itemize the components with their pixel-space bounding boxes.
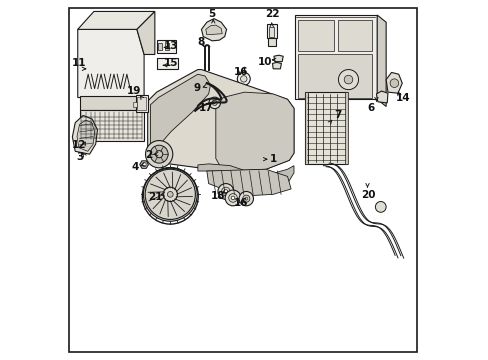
Bar <box>266 24 276 39</box>
Circle shape <box>167 192 173 197</box>
Polygon shape <box>215 92 293 171</box>
Polygon shape <box>78 30 144 98</box>
Polygon shape <box>150 74 210 146</box>
Text: 3: 3 <box>76 152 83 162</box>
Circle shape <box>142 162 146 167</box>
Bar <box>304 92 308 164</box>
Circle shape <box>224 190 241 206</box>
Polygon shape <box>147 69 293 171</box>
Text: 17: 17 <box>198 103 213 113</box>
Bar <box>137 97 146 111</box>
Text: 14: 14 <box>395 93 409 103</box>
Polygon shape <box>80 110 144 140</box>
Polygon shape <box>205 25 222 35</box>
Text: 16: 16 <box>233 67 247 77</box>
Text: 5: 5 <box>208 9 215 19</box>
Bar <box>156 58 178 69</box>
Circle shape <box>344 75 352 84</box>
Text: 18: 18 <box>210 191 225 201</box>
Bar <box>298 21 333 51</box>
Polygon shape <box>376 15 386 107</box>
Bar <box>156 40 176 53</box>
Polygon shape <box>72 116 97 154</box>
Circle shape <box>150 145 168 163</box>
Bar <box>158 43 162 50</box>
Bar <box>344 92 348 164</box>
Bar <box>133 102 137 107</box>
Circle shape <box>338 69 358 90</box>
Bar <box>267 39 276 45</box>
Polygon shape <box>206 169 290 196</box>
Circle shape <box>389 79 398 87</box>
Text: 7: 7 <box>333 111 341 121</box>
Bar <box>298 54 371 98</box>
Circle shape <box>221 187 230 196</box>
Text: 19: 19 <box>126 86 141 96</box>
Text: 6: 6 <box>366 103 374 113</box>
Bar <box>136 95 148 112</box>
Polygon shape <box>140 161 148 168</box>
Text: 10: 10 <box>258 57 272 67</box>
Text: 2: 2 <box>144 150 152 160</box>
Circle shape <box>208 97 220 109</box>
Text: 22: 22 <box>264 9 279 19</box>
Polygon shape <box>376 91 387 103</box>
Circle shape <box>239 192 253 206</box>
Text: 15: 15 <box>163 58 178 68</box>
Circle shape <box>224 190 227 193</box>
Bar <box>268 27 274 37</box>
Bar <box>305 92 346 164</box>
Polygon shape <box>78 12 155 30</box>
Text: 13: 13 <box>163 41 178 50</box>
Polygon shape <box>77 120 94 151</box>
Circle shape <box>145 140 172 168</box>
Bar <box>80 96 144 110</box>
Bar <box>164 43 169 50</box>
Polygon shape <box>272 62 281 69</box>
Circle shape <box>155 150 163 158</box>
Bar <box>337 21 371 51</box>
Text: 8: 8 <box>197 37 204 46</box>
Circle shape <box>240 76 246 82</box>
Circle shape <box>143 167 197 221</box>
Text: 16: 16 <box>233 198 247 208</box>
Polygon shape <box>201 19 226 41</box>
Text: 20: 20 <box>360 190 375 200</box>
Polygon shape <box>137 12 155 54</box>
Circle shape <box>228 194 237 202</box>
Text: 9: 9 <box>193 83 200 93</box>
Polygon shape <box>386 72 402 93</box>
Circle shape <box>242 195 249 202</box>
Circle shape <box>237 72 250 85</box>
Circle shape <box>218 184 233 199</box>
Circle shape <box>375 202 386 212</box>
Text: 21: 21 <box>148 192 163 202</box>
Polygon shape <box>294 15 376 99</box>
Polygon shape <box>198 164 293 187</box>
Text: 11: 11 <box>72 58 86 68</box>
Text: 4: 4 <box>132 162 139 172</box>
Circle shape <box>212 100 217 105</box>
Circle shape <box>163 187 177 202</box>
Polygon shape <box>273 55 283 62</box>
Circle shape <box>231 196 234 200</box>
Text: 1: 1 <box>269 154 276 164</box>
Text: 12: 12 <box>72 140 86 150</box>
Circle shape <box>244 197 247 200</box>
